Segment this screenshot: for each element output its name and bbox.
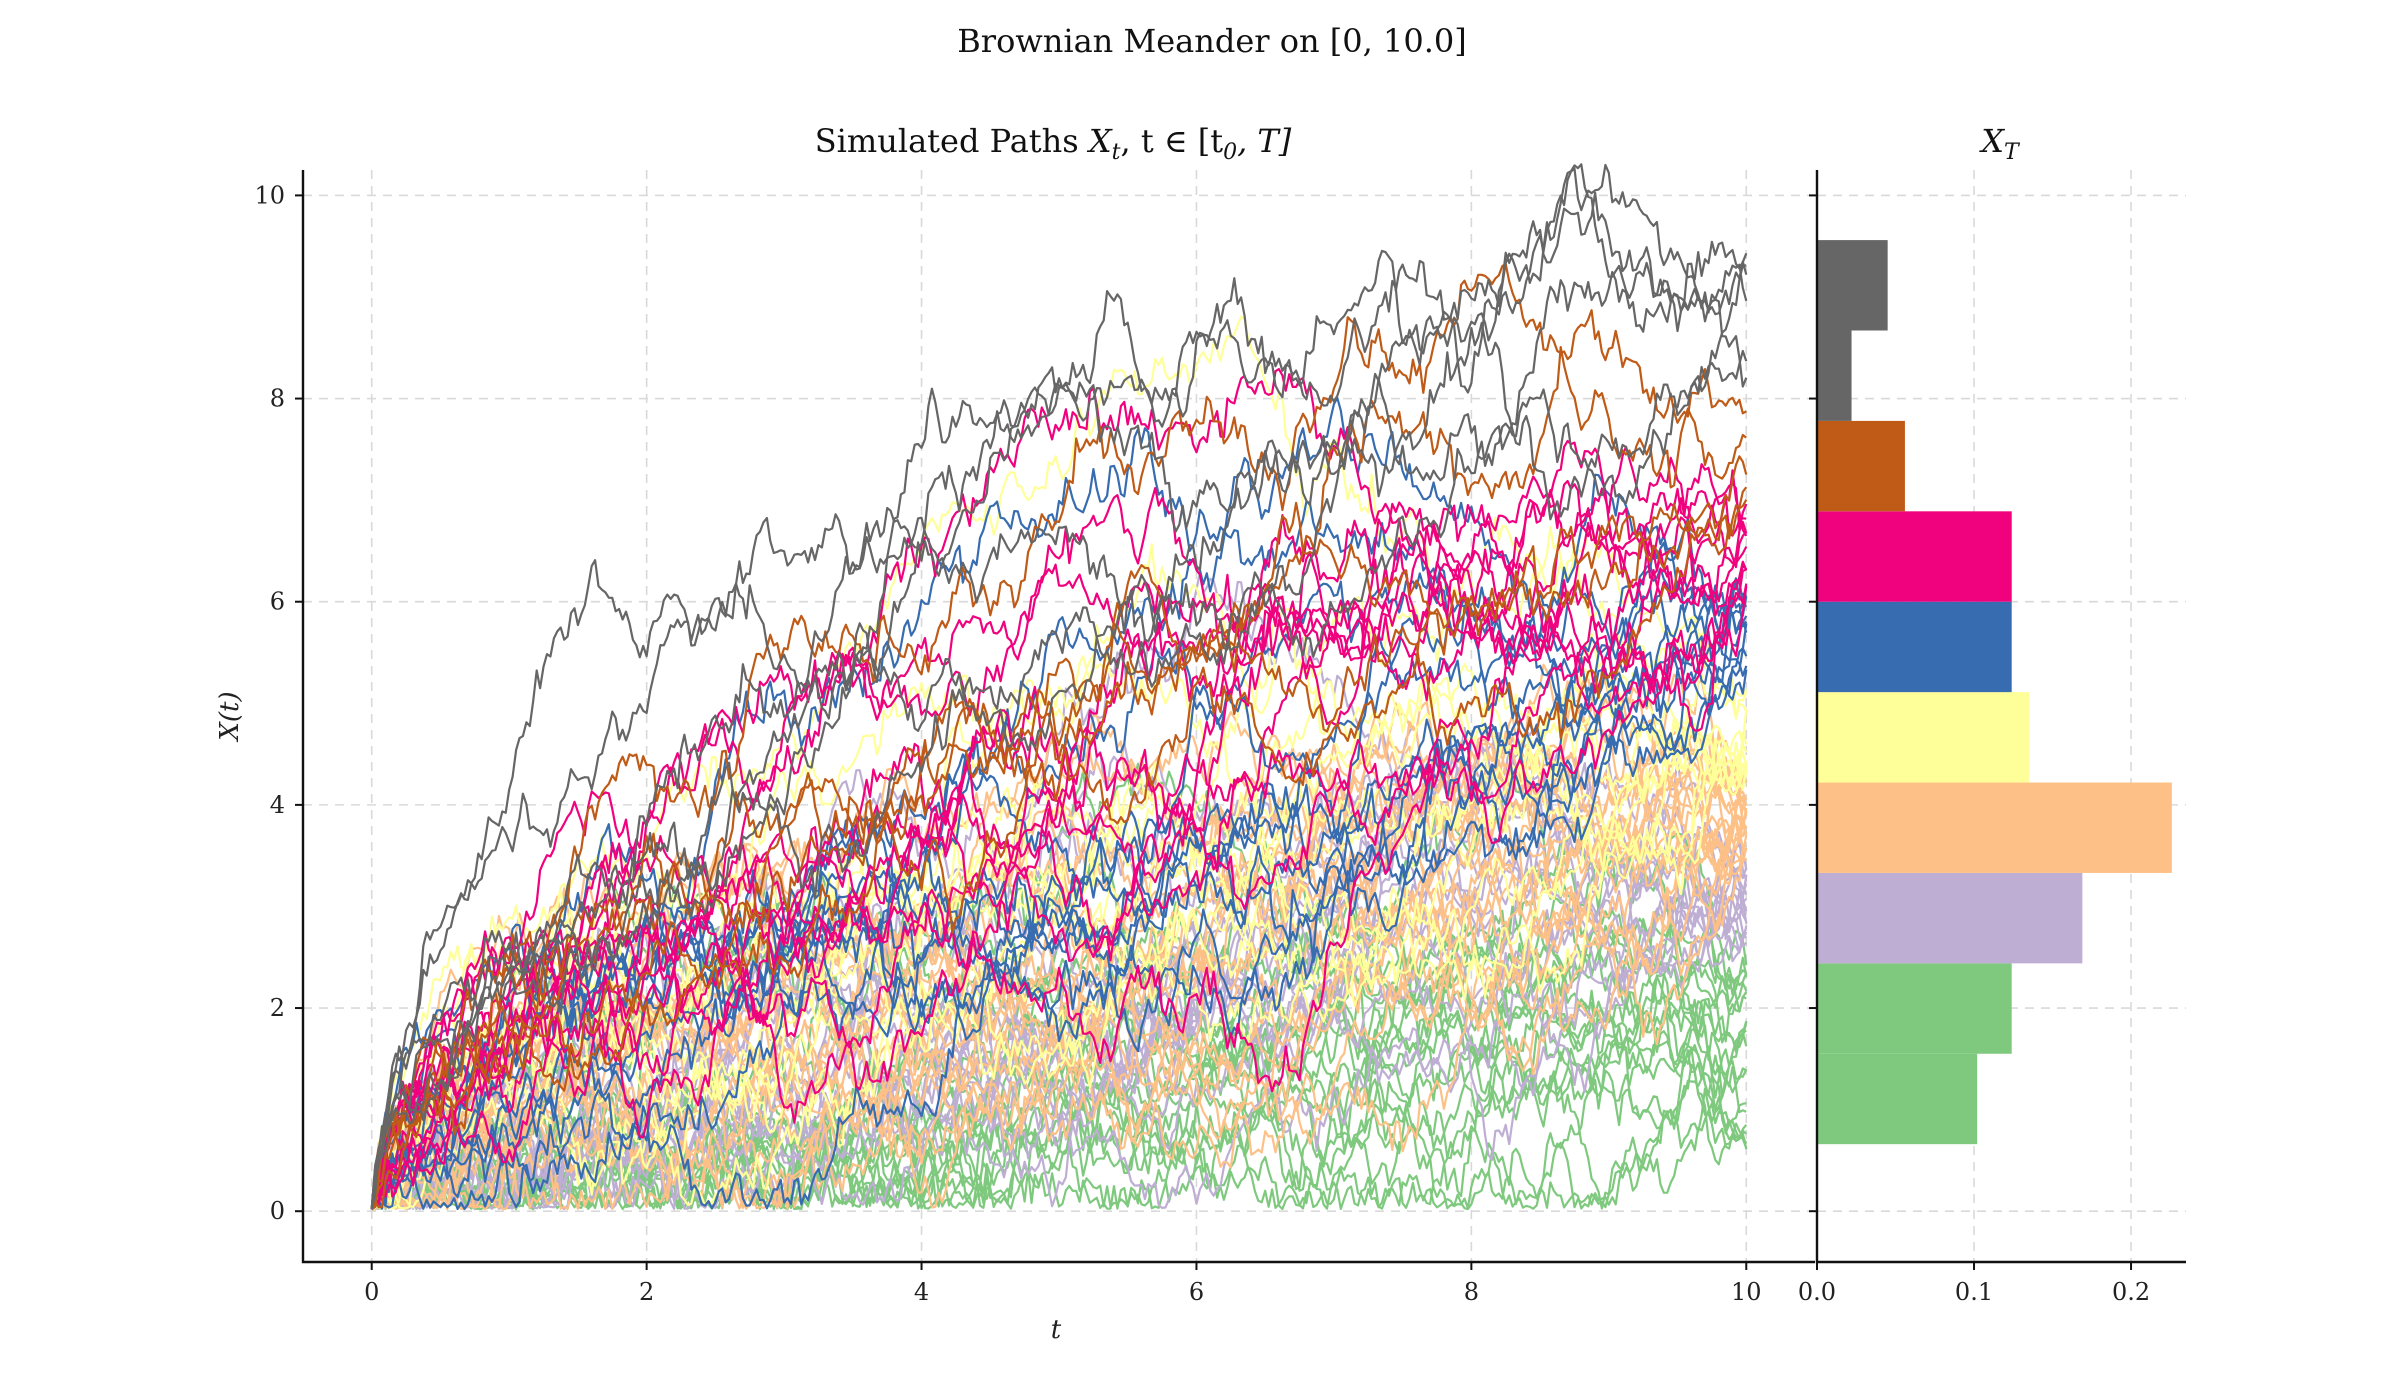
paths-xlabel: t — [1051, 1315, 1062, 1345]
histogram-xtick-label: 0.1 — [1955, 1278, 1993, 1306]
paths-lines — [370, 163, 1748, 1211]
paths-ytick-label: 10 — [254, 181, 285, 209]
path-series — [370, 635, 1748, 1210]
paths-title-math-end: , T] — [1237, 122, 1292, 160]
paths-ytick-label: 2 — [270, 994, 285, 1022]
path-series — [371, 816, 1748, 1211]
path-series — [370, 368, 1748, 1210]
path-series — [370, 729, 1748, 1210]
path-series — [370, 741, 1748, 1210]
paths-title: Simulated Paths Xt, t ∈ [t0, T] — [815, 122, 1292, 165]
paths-title-math-sub2: 0 — [1223, 140, 1237, 165]
histogram-title-sub: T — [2004, 140, 2021, 165]
path-series — [370, 264, 1747, 1210]
histogram-ticks: 0.0 0.1 0.2 — [1798, 194, 2150, 1306]
path-series — [370, 585, 1748, 1210]
histogram-title-math: X — [1978, 122, 2005, 160]
histogram-title: XT — [1978, 122, 2021, 165]
histogram-bar — [1817, 872, 2083, 964]
histogram-bar — [1817, 692, 2029, 783]
histogram-bars — [1817, 240, 2172, 1145]
paths-title-plain: Simulated Paths — [815, 122, 1089, 160]
path-series — [370, 479, 1748, 1210]
path-series — [370, 730, 1748, 1210]
figure-suptitle: Brownian Meander on [0, 10.0] — [957, 22, 1466, 60]
histogram-xtick-label: 0.0 — [1798, 1278, 1836, 1306]
histogram-bar — [1817, 511, 2012, 602]
path-series — [370, 469, 1748, 1210]
path-series — [370, 191, 1748, 1210]
path-series — [370, 516, 1748, 1210]
histogram-bar — [1817, 1053, 1978, 1145]
paths-ytick-label: 6 — [270, 588, 285, 616]
path-series — [370, 163, 1748, 1210]
paths-ticks: 0 2 4 6 8 10 0 2 4 6 8 10 — [254, 181, 1761, 1306]
paths-ytick-label: 0 — [270, 1197, 285, 1225]
histogram-bar — [1817, 601, 2012, 693]
histogram-panel: 0.0 0.1 0.2 XT — [1798, 122, 2186, 1306]
path-series — [370, 563, 1748, 1211]
histogram-bar — [1817, 782, 2172, 873]
path-series — [370, 260, 1748, 1210]
histogram-bar — [1817, 420, 1905, 512]
paths-xtick-label: 4 — [914, 1278, 929, 1306]
paths-xtick-label: 0 — [364, 1278, 379, 1306]
paths-xtick-label: 6 — [1189, 1278, 1204, 1306]
path-series — [370, 262, 1747, 1210]
path-series — [370, 1076, 1747, 1211]
path-series — [371, 807, 1748, 1211]
histogram-bar — [1817, 240, 1888, 331]
paths-ytick-label: 8 — [270, 385, 285, 413]
path-series — [370, 346, 1747, 1210]
paths-xtick-label: 10 — [1731, 1278, 1762, 1306]
paths-title-math-sub: t — [1112, 140, 1121, 165]
path-series — [370, 163, 1748, 1210]
paths-xtick-label: 8 — [1464, 1278, 1479, 1306]
path-series — [370, 455, 1748, 1210]
paths-title-math-x: X — [1086, 122, 1113, 160]
paths-ylabel: X(t) — [215, 691, 245, 742]
paths-xtick-label: 2 — [639, 1278, 654, 1306]
path-series — [370, 757, 1747, 1211]
path-series — [371, 499, 1748, 1211]
histogram-bar — [1817, 330, 1852, 421]
paths-axis-spines — [301, 170, 1815, 1264]
histogram-xtick-label: 0.2 — [2112, 1278, 2150, 1306]
path-series — [370, 445, 1748, 1210]
path-series — [370, 741, 1748, 1210]
paths-ytick-label: 4 — [270, 791, 285, 819]
path-series — [370, 583, 1748, 1210]
path-series — [370, 521, 1748, 1210]
paths-title-math-rest: , t ∈ [t — [1120, 122, 1223, 160]
path-series — [370, 396, 1748, 1210]
histogram-bar — [1817, 963, 2012, 1054]
path-series — [371, 754, 1748, 1211]
path-series — [370, 486, 1748, 1210]
path-series — [370, 873, 1748, 1211]
